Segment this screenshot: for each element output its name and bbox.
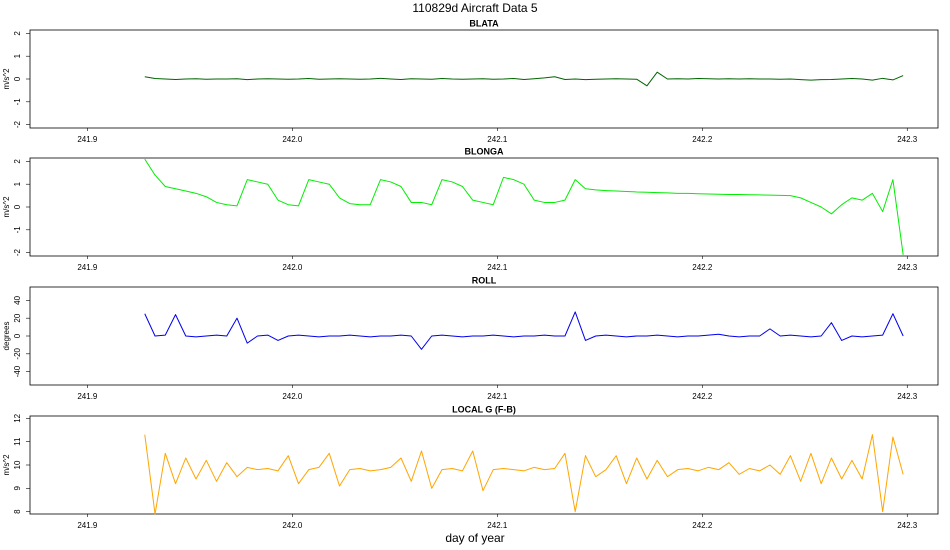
y-tick-label: -20 xyxy=(13,347,22,359)
y-tick-label: 12 xyxy=(13,413,22,422)
x-tick-label: 241.9 xyxy=(77,392,98,401)
panel-title: BLONGA xyxy=(465,146,504,156)
series-line xyxy=(144,434,904,515)
x-tick-label: 242.1 xyxy=(487,392,508,401)
panel-title: BLATA xyxy=(469,18,499,28)
x-tick-label: 242.2 xyxy=(692,263,713,272)
y-tick-label: 0 xyxy=(13,76,22,81)
x-tick-label: 242.2 xyxy=(692,392,713,401)
x-tick-label: 242.2 xyxy=(692,521,713,530)
figure-title: 110829d Aircraft Data 5 xyxy=(412,1,538,15)
y-tick-label: 10 xyxy=(13,460,22,469)
y-tick-label: 8 xyxy=(13,509,22,514)
x-tick-label: 242.1 xyxy=(487,135,508,144)
plot-frame xyxy=(29,157,939,257)
y-axis-label: m/s^2 xyxy=(2,454,11,476)
y-tick-label: -2 xyxy=(13,120,22,128)
x-tick-label: 241.9 xyxy=(77,521,98,530)
x-tick-label: 242.3 xyxy=(897,263,918,272)
x-tick-label: 242.0 xyxy=(282,521,303,530)
y-tick-label: -1 xyxy=(13,98,22,106)
x-tick-label: 242.0 xyxy=(282,263,303,272)
y-tick-label: -2 xyxy=(13,248,22,256)
y-tick-label: 11 xyxy=(13,437,22,446)
y-tick-label: 20 xyxy=(13,313,22,322)
x-tick-label: 242.0 xyxy=(282,392,303,401)
y-tick-label: 0 xyxy=(13,333,22,338)
x-tick-label: 242.1 xyxy=(487,521,508,530)
y-tick-label: 9 xyxy=(13,486,22,491)
y-tick-label: 40 xyxy=(13,295,22,304)
panel-title: ROLL xyxy=(472,275,497,285)
series-line xyxy=(144,311,904,350)
y-tick-label: 2 xyxy=(13,159,22,164)
x-tick-label: 242.0 xyxy=(282,135,303,144)
x-tick-label: 242.2 xyxy=(692,135,713,144)
panel-title: LOCAL G (F-B) xyxy=(452,404,516,414)
x-tick-label: 242.3 xyxy=(897,392,918,401)
y-axis-label: m/s^2 xyxy=(2,196,11,218)
y-tick-label: 0 xyxy=(13,204,22,209)
y-axis-label: degrees xyxy=(2,322,11,351)
y-tick-label: -1 xyxy=(13,226,22,234)
x-tick-label: 241.9 xyxy=(77,135,98,144)
x-tick-label: 241.9 xyxy=(77,263,98,272)
y-tick-label: 2 xyxy=(13,31,22,36)
y-tick-label: 1 xyxy=(13,181,22,186)
y-axis-label: m/s^2 xyxy=(2,68,11,90)
x-tick-label: 242.3 xyxy=(897,135,918,144)
plot-frame xyxy=(29,415,939,515)
series-line xyxy=(144,71,904,87)
series-line xyxy=(144,158,904,255)
x-tick-label: 242.1 xyxy=(487,263,508,272)
x-axis-label: day of year xyxy=(445,531,504,545)
y-tick-label: -40 xyxy=(13,365,22,377)
y-tick-label: 1 xyxy=(13,53,22,58)
x-tick-label: 242.3 xyxy=(897,521,918,530)
